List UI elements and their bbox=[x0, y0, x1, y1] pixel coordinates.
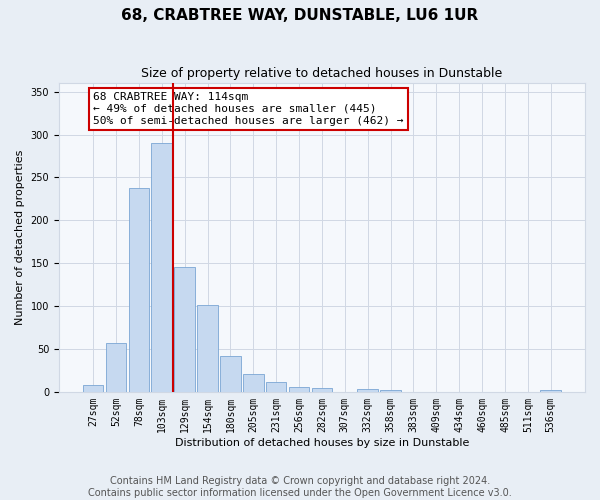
Bar bbox=[266, 382, 286, 392]
Bar bbox=[175, 268, 195, 392]
Bar bbox=[380, 390, 401, 392]
Bar bbox=[311, 388, 332, 392]
Bar bbox=[128, 188, 149, 392]
Bar bbox=[151, 143, 172, 392]
Bar bbox=[220, 356, 241, 392]
Bar bbox=[289, 386, 310, 392]
Y-axis label: Number of detached properties: Number of detached properties bbox=[15, 150, 25, 325]
Text: 68 CRABTREE WAY: 114sqm
← 49% of detached houses are smaller (445)
50% of semi-d: 68 CRABTREE WAY: 114sqm ← 49% of detache… bbox=[93, 92, 404, 126]
Bar bbox=[106, 343, 126, 392]
Title: Size of property relative to detached houses in Dunstable: Size of property relative to detached ho… bbox=[142, 68, 503, 80]
Text: Contains HM Land Registry data © Crown copyright and database right 2024.
Contai: Contains HM Land Registry data © Crown c… bbox=[88, 476, 512, 498]
Bar bbox=[83, 385, 103, 392]
Bar bbox=[358, 390, 378, 392]
Text: 68, CRABTREE WAY, DUNSTABLE, LU6 1UR: 68, CRABTREE WAY, DUNSTABLE, LU6 1UR bbox=[121, 8, 479, 22]
Bar bbox=[541, 390, 561, 392]
Bar bbox=[197, 305, 218, 392]
X-axis label: Distribution of detached houses by size in Dunstable: Distribution of detached houses by size … bbox=[175, 438, 469, 448]
Bar bbox=[243, 374, 263, 392]
